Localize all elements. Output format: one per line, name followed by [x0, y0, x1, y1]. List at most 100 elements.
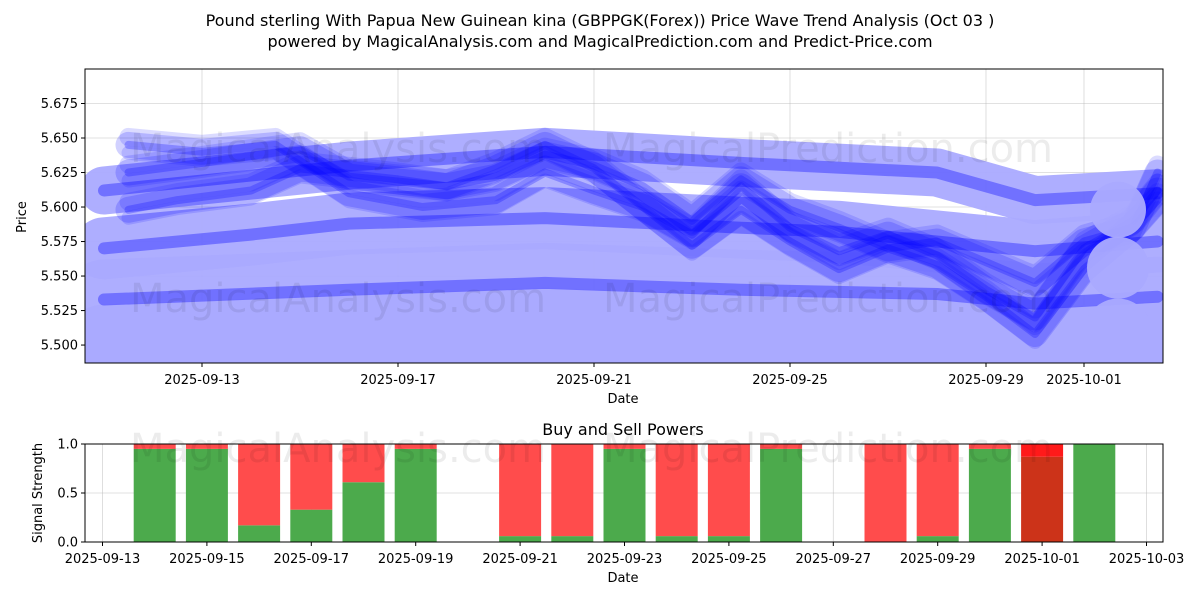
buy-bar — [603, 448, 646, 542]
signal-x-tick-label: 2025-10-03 — [1109, 552, 1185, 567]
end-marker — [1087, 236, 1149, 299]
price-x-tick-label: 2025-09-29 — [948, 373, 1024, 388]
signal-title: Buy and Sell Powers — [542, 420, 704, 439]
sell-bar — [707, 444, 750, 537]
watermark-analysis-top: MagicalAnalysis.com — [130, 126, 546, 172]
price-y-tick-label: 5.525 — [41, 304, 78, 319]
price-y-label: Price — [15, 201, 30, 233]
buy-bar — [760, 448, 803, 542]
buy-bar — [1021, 456, 1064, 542]
buy-bar — [968, 448, 1011, 542]
sell-bar — [290, 444, 333, 510]
signal-panel: Buy and Sell Powers MagicalAnalysis.com … — [31, 420, 1184, 586]
signal-x-tick-label: 2025-09-27 — [796, 552, 872, 567]
signal-x-tick-label: 2025-09-23 — [587, 552, 663, 567]
price-y-tick-label: 5.600 — [41, 201, 78, 216]
chart-title: Pound sterling With Papua New Guinean ki… — [206, 11, 995, 30]
sell-bar — [133, 444, 176, 449]
signal-x-tick-label: 2025-10-01 — [1004, 552, 1080, 567]
watermarks-top: MagicalAnalysis.com MagicalPrediction.co… — [130, 126, 1053, 322]
sell-bar — [394, 444, 437, 449]
sell-bar — [342, 444, 385, 483]
signal-x-label: Date — [607, 571, 638, 586]
trend-band — [85, 242, 1163, 344]
price-y-ticks: 5.500 5.525 5.550 5.575 5.600 5.625 5.650 5.675 — [41, 97, 85, 354]
sell-bar — [916, 444, 959, 537]
trend-band — [85, 127, 1163, 225]
price-wave — [124, 140, 1162, 322]
signal-x-tick-label: 2025-09-13 — [65, 552, 141, 567]
signal-y-label: Signal Strength — [31, 443, 46, 543]
price-x-ticks: 2025-09-13 2025-09-17 2025-09-21 2025-09-25… — [164, 363, 1122, 388]
watermark-prediction-bottom: MagicalPrediction.com — [603, 426, 1053, 472]
trend-band — [85, 187, 1163, 283]
price-wave — [119, 127, 1163, 335]
price-x-label: Date — [607, 392, 638, 407]
end-marker — [1084, 298, 1152, 363]
price-waves — [98, 127, 1163, 349]
price-wave — [115, 131, 1163, 347]
price-wave — [115, 141, 1163, 296]
signal-x-tick-label: 2025-09-25 — [691, 552, 767, 567]
sell-bar — [655, 444, 698, 537]
price-wave — [121, 145, 1163, 349]
signal-x-tick-label: 2025-09-17 — [274, 552, 350, 567]
sell-bar — [551, 444, 594, 537]
price-x-tick-label: 2025-10-01 — [1046, 373, 1122, 388]
buy-bar — [394, 448, 437, 542]
buy-bar — [238, 525, 281, 542]
buy-bar — [342, 482, 385, 542]
watermark-prediction-top: MagicalPrediction.com — [603, 126, 1053, 172]
price-wave — [115, 131, 1163, 331]
signal-x-ticks: 2025-09-13 2025-09-15 2025-09-17 2025-09-19… — [65, 542, 1185, 567]
buy-bar — [707, 536, 750, 542]
watermark-prediction-mid: MagicalPrediction.com — [603, 276, 1053, 322]
price-x-tick-label: 2025-09-21 — [556, 373, 632, 388]
sell-bar — [864, 444, 907, 542]
watermark-analysis-mid: MagicalAnalysis.com — [130, 276, 546, 322]
signal-y-tick-label: 0.5 — [57, 487, 78, 502]
buy-bar — [551, 536, 594, 542]
trend-line — [98, 276, 1163, 310]
price-wave — [124, 150, 1162, 287]
signal-bars — [133, 444, 1116, 542]
price-wave — [121, 145, 1163, 333]
signal-x-tick-label: 2025-09-19 — [378, 552, 454, 567]
buy-bar — [185, 448, 228, 542]
signal-y-tick-label: 1.0 — [57, 438, 78, 453]
price-x-tick-label: 2025-09-17 — [360, 373, 436, 388]
buy-bar — [290, 509, 333, 542]
price-wave — [119, 137, 1163, 284]
sell-bar — [1021, 444, 1064, 457]
price-wave-panel: MagicalAnalysis.com MagicalPrediction.co… — [15, 68, 1164, 407]
price-wave — [121, 155, 1163, 298]
sell-bar — [238, 444, 281, 526]
buy-bar — [916, 536, 959, 542]
buy-bar — [1073, 444, 1116, 542]
signal-y-tick-label: 0.0 — [57, 536, 78, 551]
price-y-tick-label: 5.625 — [41, 166, 78, 181]
trend-band-low — [85, 287, 1163, 363]
price-wave — [119, 127, 1163, 319]
signal-x-tick-label: 2025-09-21 — [482, 552, 558, 567]
signal-y-ticks: 0.0 0.5 1.0 — [57, 438, 85, 551]
price-x-tick-label: 2025-09-13 — [164, 373, 240, 388]
buy-bar — [133, 448, 176, 542]
sell-bar — [968, 444, 1011, 449]
price-plot-frame — [84, 68, 1164, 364]
trend-line — [98, 212, 1163, 258]
price-y-tick-label: 5.550 — [41, 270, 78, 285]
price-y-tick-label: 5.675 — [41, 97, 78, 112]
price-bands — [85, 127, 1163, 363]
end-markers — [1084, 181, 1152, 363]
sell-bar — [185, 444, 228, 449]
price-y-tick-label: 5.575 — [41, 235, 78, 250]
trend-line — [98, 145, 1163, 207]
price-x-tick-label: 2025-09-25 — [752, 373, 828, 388]
signal-x-tick-label: 2025-09-29 — [900, 552, 976, 567]
sell-bar — [760, 444, 803, 449]
chart-subtitle: powered by MagicalAnalysis.com and Magic… — [267, 32, 932, 51]
buy-bar — [655, 536, 698, 542]
sell-bar — [499, 444, 542, 537]
